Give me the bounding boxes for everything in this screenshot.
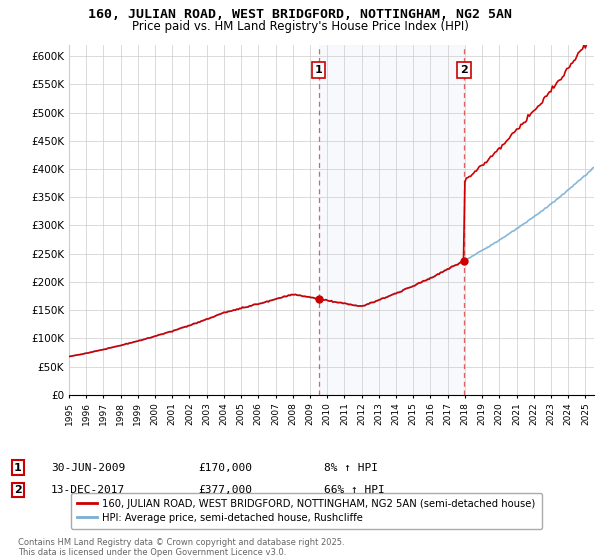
Text: £170,000: £170,000 bbox=[198, 463, 252, 473]
Text: 2: 2 bbox=[460, 65, 468, 75]
Text: 8% ↑ HPI: 8% ↑ HPI bbox=[324, 463, 378, 473]
Text: 1: 1 bbox=[14, 463, 22, 473]
Legend: 160, JULIAN ROAD, WEST BRIDGFORD, NOTTINGHAM, NG2 5AN (semi-detached house), HPI: 160, JULIAN ROAD, WEST BRIDGFORD, NOTTIN… bbox=[71, 493, 542, 529]
Text: 13-DEC-2017: 13-DEC-2017 bbox=[51, 485, 125, 495]
Text: £377,000: £377,000 bbox=[198, 485, 252, 495]
Text: Price paid vs. HM Land Registry's House Price Index (HPI): Price paid vs. HM Land Registry's House … bbox=[131, 20, 469, 32]
Text: 1: 1 bbox=[315, 65, 322, 75]
Text: Contains HM Land Registry data © Crown copyright and database right 2025.
This d: Contains HM Land Registry data © Crown c… bbox=[18, 538, 344, 557]
Text: 2: 2 bbox=[14, 485, 22, 495]
Text: 160, JULIAN ROAD, WEST BRIDGFORD, NOTTINGHAM, NG2 5AN: 160, JULIAN ROAD, WEST BRIDGFORD, NOTTIN… bbox=[88, 8, 512, 21]
Bar bbox=[319, 45, 464, 395]
Text: 30-JUN-2009: 30-JUN-2009 bbox=[51, 463, 125, 473]
Text: 66% ↑ HPI: 66% ↑ HPI bbox=[324, 485, 385, 495]
